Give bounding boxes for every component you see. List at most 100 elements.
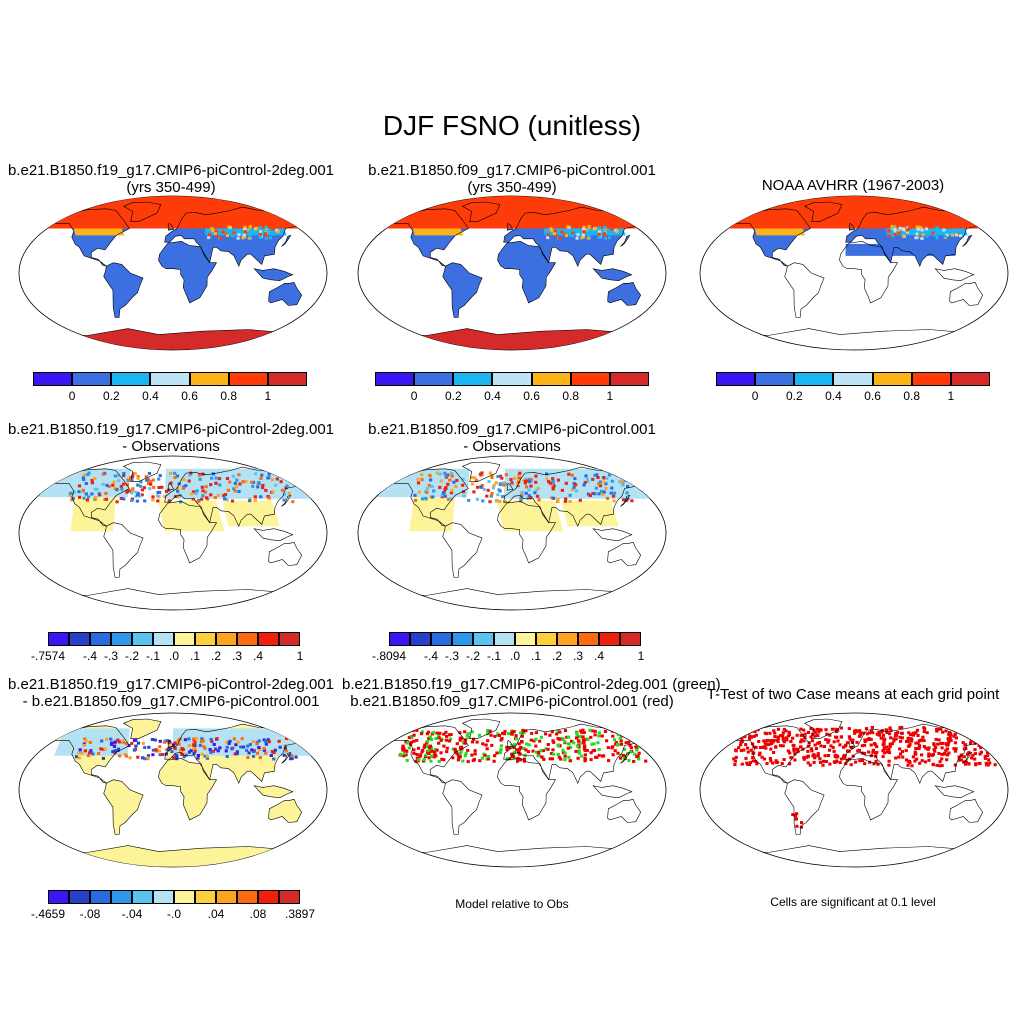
- snow-transition-cell: [890, 230, 894, 234]
- diff-cell: [127, 489, 131, 493]
- ttest-cell: [758, 751, 762, 755]
- snow-transition-cell: [597, 232, 601, 236]
- casediff-cell: [123, 753, 127, 756]
- casediff-cell: [105, 737, 109, 741]
- diff-cell: [470, 482, 475, 486]
- coastline-antarctica: [722, 328, 985, 350]
- coastline-eurasia: [503, 466, 645, 527]
- ttest-cell: [874, 759, 878, 763]
- colorbar-swatch: [69, 632, 90, 646]
- map-layer: [380, 718, 648, 867]
- rel-cell: [418, 754, 422, 758]
- ttest-cell: [813, 731, 817, 735]
- ttest-cell: [888, 744, 892, 748]
- rel-cell: [522, 731, 526, 735]
- ttest-cell: [739, 743, 743, 747]
- coastline-uk: [506, 482, 514, 491]
- ttest-cell: [904, 749, 908, 753]
- continent-indonesia: [254, 785, 293, 798]
- ttest-cell: [843, 744, 847, 748]
- rel-cell: [463, 754, 467, 758]
- diff-cell: [195, 489, 199, 493]
- diff-cell: [494, 481, 498, 485]
- diff-cell: [157, 486, 161, 489]
- ttest-cell: [965, 752, 970, 756]
- casediff-cell: [266, 738, 270, 742]
- colorbar-label: -.3: [103, 649, 118, 663]
- diff-cell: [116, 474, 120, 478]
- diff-cell: [160, 485, 164, 489]
- ttest-cell: [927, 758, 931, 762]
- diff-cell: [438, 472, 442, 476]
- coastline-eurasia: [503, 723, 645, 784]
- snow-band: [30, 196, 316, 229]
- ttest-cell: [772, 739, 776, 742]
- ttest-cell: [940, 746, 944, 750]
- map-rel: [357, 712, 667, 868]
- ttest-cell: [873, 743, 878, 747]
- diff-cell: [101, 482, 105, 486]
- rel-cell: [430, 738, 434, 741]
- rel-cell: [442, 744, 446, 748]
- snow-transition-cell: [249, 229, 253, 233]
- rel-cell: [497, 734, 501, 737]
- snow-transition-cell: [582, 225, 586, 229]
- casediff-cell: [84, 739, 88, 743]
- rel-cell: [412, 751, 416, 755]
- ttest-cell: [857, 734, 862, 738]
- snow-transition-cell: [238, 229, 242, 233]
- note-model-relative: Model relative to Obs: [455, 897, 569, 911]
- diff-cell: [625, 491, 629, 495]
- diff-cell: [547, 480, 551, 484]
- ttest-cell: [824, 738, 828, 742]
- diff-cell: [497, 488, 501, 492]
- casediff-cell: [193, 740, 197, 744]
- diff-cell: [214, 476, 218, 480]
- snow-transition-cell: [247, 236, 251, 240]
- ttest-cell: [906, 759, 910, 763]
- casediff-cell: [173, 742, 177, 746]
- rel-cell: [563, 751, 567, 755]
- diff-cell: [122, 472, 126, 476]
- casediff-cell: [233, 752, 237, 756]
- rel-cell: [542, 757, 546, 761]
- diff-cell: [490, 492, 494, 495]
- diff-cell: [551, 481, 555, 485]
- ttest-cell: [757, 740, 761, 743]
- diff-cell: [429, 495, 433, 499]
- diff-cell: [529, 496, 533, 500]
- ttest-cell: [892, 739, 896, 743]
- casediff-cell: [165, 739, 169, 743]
- rel-cell: [484, 743, 488, 747]
- rel-cell: [404, 749, 408, 753]
- colorbar-label: -.1: [486, 649, 501, 663]
- colorbar-swatch: [237, 632, 258, 646]
- colorbar-swatch: [111, 632, 132, 646]
- ttest-cell: [935, 763, 939, 767]
- rel-cell: [519, 731, 523, 735]
- diff-cell: [586, 479, 590, 483]
- rel-cell: [616, 743, 620, 747]
- ttest-cell: [740, 737, 744, 741]
- rel-cell: [530, 731, 534, 735]
- casediff-cell: [246, 744, 250, 748]
- rel-cell: [486, 739, 490, 743]
- panel-title-rel: b.e21.B1850.f19_g17.CMIP6-piControl-2deg…: [342, 676, 721, 710]
- diff-cell: [169, 481, 173, 485]
- diff-cell: [259, 476, 263, 480]
- colorbar-swatch: [258, 890, 279, 904]
- ttest-cell: [973, 752, 977, 756]
- ttest-cell: [922, 739, 926, 743]
- rel-cell: [507, 732, 511, 736]
- colorbar-label: .1: [530, 649, 541, 663]
- ttest-cell: [842, 755, 846, 759]
- rel-cell: [515, 759, 520, 763]
- rel-cell: [488, 729, 492, 733]
- snow-transition-cell: [576, 233, 580, 237]
- diff-cell: [70, 498, 74, 502]
- diff-cell: [238, 482, 242, 486]
- rel-cell: [505, 748, 509, 752]
- rel-cell: [434, 754, 438, 758]
- ttest-cell: [940, 757, 944, 761]
- ttest-cell: [795, 812, 799, 816]
